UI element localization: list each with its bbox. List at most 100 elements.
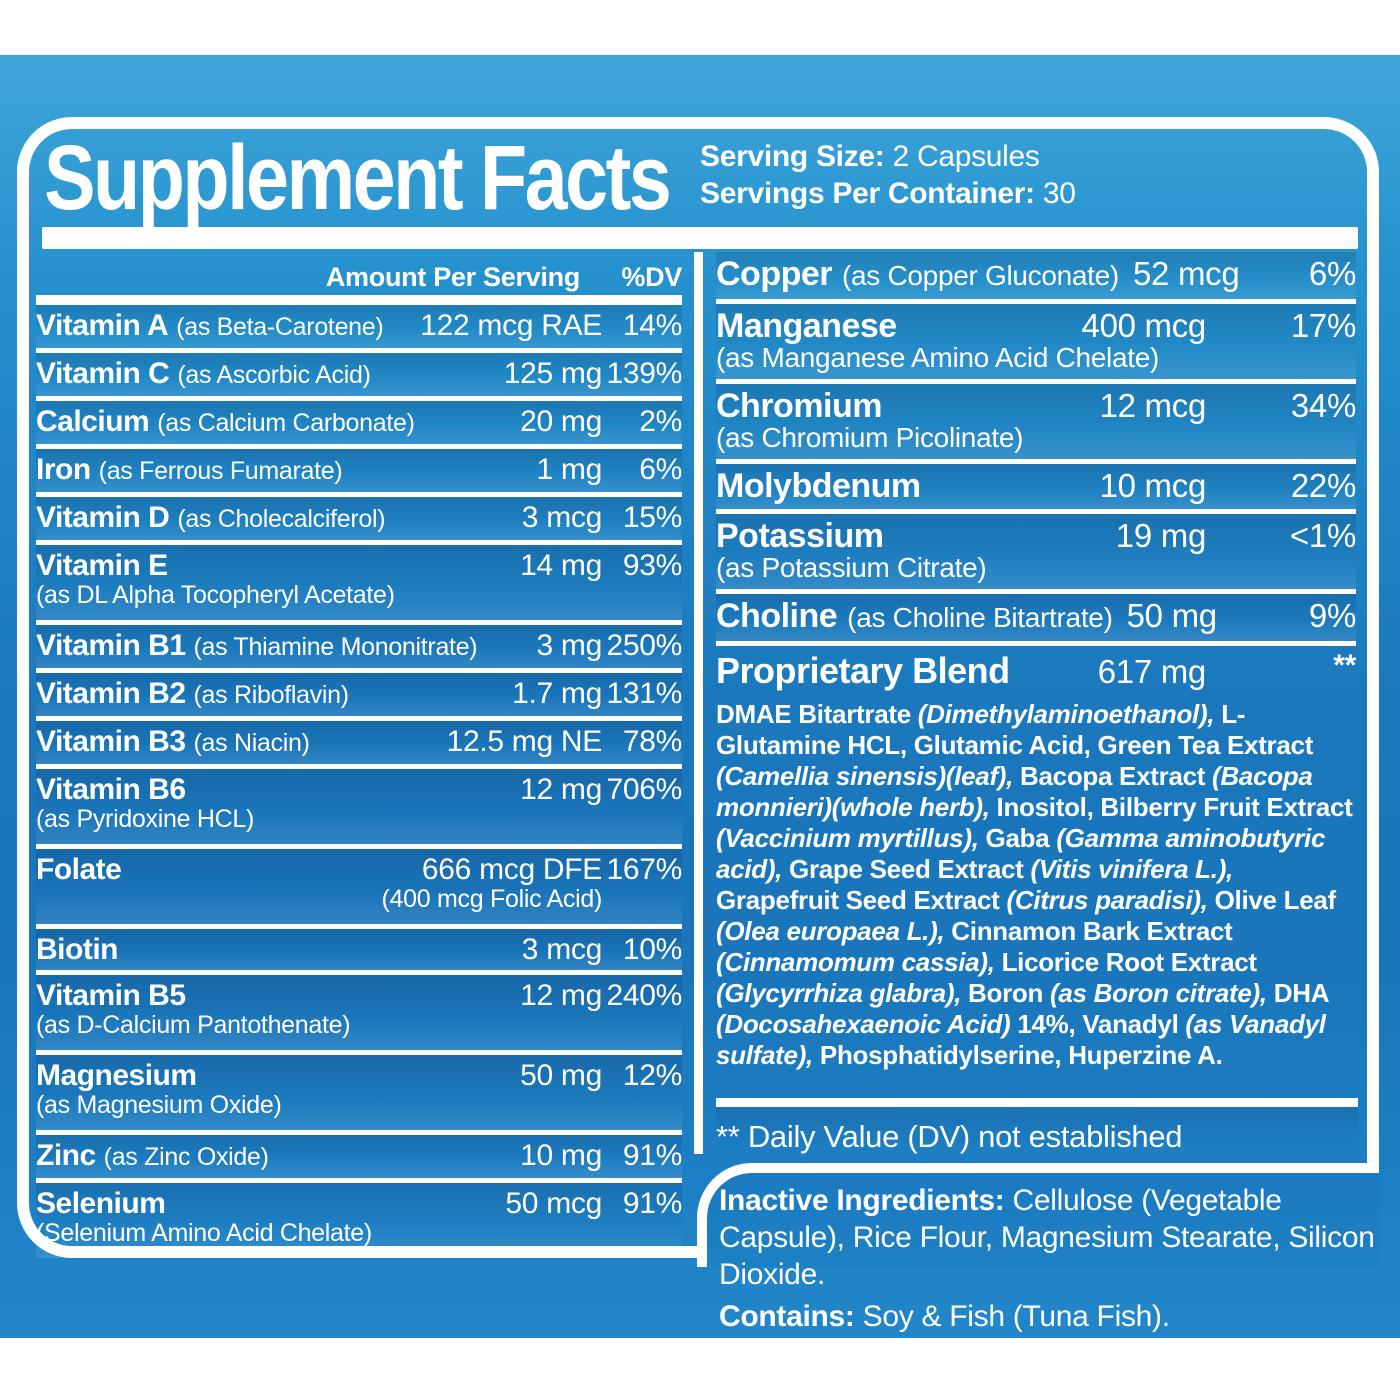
nutrient-form: (as Niacin) xyxy=(193,729,310,757)
blend-segment: Grapefruit Seed Extract xyxy=(716,885,1007,915)
nutrient-row: Chromium 12 mcg 34% (as Chromium Picolinate… xyxy=(716,384,1356,464)
blend-segment: Licorice Root Extract xyxy=(994,947,1258,977)
nutrient-name: Vitamin B6 xyxy=(36,773,186,806)
nutrient-name: Iron xyxy=(36,453,91,486)
nutrient-dv: 14% xyxy=(622,309,682,342)
amount-value: 3 mcg xyxy=(521,933,603,966)
nutrient-amount: 12 mcg xyxy=(1099,387,1207,424)
blend-header-line: Proprietary Blend 617 mg ** xyxy=(716,649,1356,691)
nutrient-row: Vitamin A (as Beta-Carotene) 122 mcg RAE 14… xyxy=(36,305,682,353)
blend-segment: (Gamma aminobutyric acid), xyxy=(716,823,1326,884)
nutrient-form-sub: (as DL Alpha Tocopheryl Acetate) xyxy=(36,581,395,609)
nutrient-form: (as Choline Bitartrate) xyxy=(847,602,1113,633)
nutrient-line: Vitamin B5 12 mg 240% xyxy=(36,979,682,1012)
nutrient-amount: 12.5 mg NE xyxy=(446,725,603,758)
nutrient-form: (as Riboflavin) xyxy=(193,681,350,709)
nutrient-form: (as Thiamine Mononitrate) xyxy=(193,633,478,661)
nutrient-line: Vitamin B1 (as Thiamine Mononitrate) 3 mg 2… xyxy=(36,629,682,664)
amount-value: 12.5 mg NE xyxy=(446,725,603,758)
blend-name: Proprietary Blend xyxy=(716,650,1010,691)
nutrient-form-sub: (as Magnesium Oxide) xyxy=(36,1091,282,1119)
nutrient-amount: 10 mg xyxy=(520,1139,602,1172)
nutrient-line: Chromium 12 mcg 34% xyxy=(716,387,1356,425)
nutrient-amount: 52 mcg xyxy=(1132,255,1240,292)
nutrient-amount: 1.7 mg xyxy=(512,677,602,710)
nutrient-line: Selenium 50 mcg 91% xyxy=(36,1187,682,1220)
nutrient-name: Vitamin B3 xyxy=(36,725,186,758)
nutrient-form: (as Ferrous Fumarate) xyxy=(98,457,343,485)
nutrient-dv: 139% xyxy=(606,357,682,390)
nutrient-line: Vitamin C (as Ascorbic Acid) 125 mg 139% xyxy=(36,357,682,392)
nutrient-line: Vitamin A (as Beta-Carotene) 122 mcg RAE 14… xyxy=(36,309,682,344)
blend-segment: (Camellia sinensis)(leaf), xyxy=(716,761,1014,791)
blend-segment: Cinnamon Bark Extract xyxy=(944,916,1233,946)
nutrient-form: (as Cholecalciferol) xyxy=(177,505,386,533)
blend-segment: (Cinnamomum cassia), xyxy=(716,947,995,977)
nutrient-dv: 78% xyxy=(622,725,682,758)
nutrient-line: Vitamin E 14 mg 93% xyxy=(36,549,682,582)
nutrient-line: Potassium 19 mg <1% xyxy=(716,519,1356,554)
blend-ingredients-text: DMAE Bitartrate (Dimethylaminoethanol), … xyxy=(716,699,1356,1071)
contains-text: Soy & Fish (Tuna Fish). xyxy=(854,1300,1170,1333)
nutrient-amount: 1 mg xyxy=(537,453,603,486)
blend-segment: (Dimethylaminoethanol), xyxy=(917,699,1215,729)
nutrient-line: Biotin 3 mcg 10% xyxy=(36,933,682,966)
amount-value: 12 mg xyxy=(520,979,602,1012)
nutrient-name: Chromium xyxy=(716,387,883,425)
nutrient-form: (as Calcium Carbonate) xyxy=(157,409,415,437)
nutrient-line: Iron (as Ferrous Fumarate) 1 mg 6% xyxy=(36,453,682,488)
contains-label: Contains: xyxy=(719,1300,855,1333)
dv-header: %DV xyxy=(621,262,682,292)
nutrient-line: Vitamin B6 12 mg 706% xyxy=(36,773,682,806)
inactive-ingredients-line: Inactive Ingredients: Cellulose (Vegetab… xyxy=(719,1182,1384,1293)
nutrient-line: Manganese 400 mcg 17% xyxy=(716,307,1356,345)
nutrient-dv: 706% xyxy=(606,773,682,806)
nutrient-name: Vitamin B2 xyxy=(36,677,186,710)
nutrient-amount: 12 mg xyxy=(520,773,602,806)
inactive-panel-border xyxy=(697,1163,1379,1267)
header-divider-bar xyxy=(42,227,1358,249)
column-divider xyxy=(694,252,703,1154)
nutrient-line: Folate 666 mcg DFE (400 mcg Folic Acid) 167… xyxy=(36,853,682,913)
servings-label: Servings Per Container: xyxy=(700,177,1035,210)
blend-segment: (Docosahexaenoic Acid) xyxy=(716,1009,1011,1039)
nutrient-row: Zinc (as Zinc Oxide) 10 mg 91% xyxy=(36,1135,682,1183)
nutrient-row: Potassium 19 mg <1% (as Potassium Citrate) xyxy=(716,514,1356,594)
nutrient-name: Vitamin B5 xyxy=(36,979,186,1012)
nutrient-amount: 50 mg xyxy=(1126,597,1218,634)
nutrient-dv: 10% xyxy=(622,933,682,966)
amount-per-serving-header: Amount Per Serving xyxy=(325,262,580,292)
serving-size-line: Serving Size: 2 Capsules xyxy=(700,138,1076,175)
right-rows: Copper (as Copper Gluconate) 52 mcg 6% Manga… xyxy=(716,252,1356,646)
nutrient-amount: 3 mcg xyxy=(521,933,603,966)
nutrient-amount: 20 mg xyxy=(520,405,602,438)
blend-segment: 14%, Vanadyl xyxy=(1010,1009,1186,1039)
nutrient-form-sub: (as Potassium Citrate) xyxy=(716,552,987,583)
nutrient-form: (as Beta-Carotene) xyxy=(176,313,384,341)
nutrient-form-sub: (as Pyridoxine HCL) xyxy=(36,805,254,833)
nutrient-name: Selenium xyxy=(36,1187,166,1220)
column-header: Amount Per Serving %DV xyxy=(36,252,682,305)
nutrient-line: Zinc (as Zinc Oxide) 10 mg 91% xyxy=(36,1139,682,1174)
amount-sub: (400 mcg Folic Acid) xyxy=(381,885,603,913)
nutrient-row: Vitamin C (as Ascorbic Acid) 125 mg 139% xyxy=(36,353,682,401)
nutrient-amount: 122 mcg RAE xyxy=(420,309,602,342)
nutrient-name: Vitamin A xyxy=(36,309,169,342)
servings-per-container-line: Servings Per Container: 30 xyxy=(700,175,1076,212)
nutrient-name: Choline xyxy=(716,597,838,635)
nutrient-amount: 50 mcg xyxy=(505,1187,602,1220)
nutrient-name: Manganese xyxy=(716,307,897,345)
nutrient-name: Zinc xyxy=(36,1139,96,1172)
nutrient-form: (as Copper Gluconate) xyxy=(842,260,1119,291)
blend-segment: Inositol, Bilberry Fruit Extract xyxy=(989,792,1353,822)
nutrient-row: Choline (as Choline Bitartrate) 50 mg 9% xyxy=(716,594,1356,646)
blend-segment: DMAE Bitartrate xyxy=(716,699,918,729)
nutrient-amount: 12 mg xyxy=(520,979,602,1012)
blend-segment: (as Boron citrate), xyxy=(1050,978,1267,1008)
nutrient-row: Vitamin B6 12 mg 706% (as Pyridoxine HCL) xyxy=(36,769,682,849)
nutrient-form: (as Zinc Oxide) xyxy=(103,1143,269,1171)
inactive-ingredients-text: Cellulose (Vegetable Capsule), Rice Flou… xyxy=(719,1184,1375,1291)
nutrient-name: Vitamin E xyxy=(36,549,168,582)
amount-value: 10 mg xyxy=(520,1139,602,1172)
